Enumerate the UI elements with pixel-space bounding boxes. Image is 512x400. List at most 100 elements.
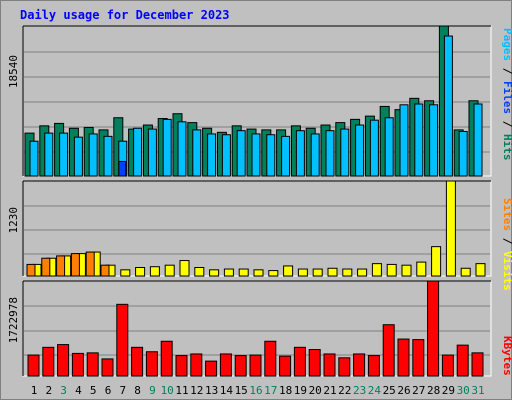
bar-files [310,133,320,177]
bar-files [369,119,379,177]
bar-files [103,135,113,177]
bar-kbytes [101,358,114,377]
bar-files [44,132,54,177]
bar-files [88,133,98,177]
bar-files [414,103,424,177]
bar-files [355,124,365,177]
bar-files [147,128,157,177]
bar-kbytes [205,360,218,377]
bar-files [59,132,69,177]
legend-separator: / [501,61,512,75]
bar-visits [445,180,456,277]
legend-visits-sites: Sites / Visits [501,198,512,291]
bar-kbytes [190,353,203,377]
bar-kbytes [367,355,380,377]
bar-visits [431,246,442,277]
bar-files [443,35,453,177]
bar-kbytes [382,324,395,377]
x-tick-label: 26 [397,384,410,397]
bar-visits [149,266,160,277]
legend-files: Files [501,74,512,114]
bar-files [473,103,483,177]
bar-sites [85,251,95,277]
bar-kbytes [412,339,425,377]
x-tick-label: 11 [175,384,188,397]
x-tick-label: 7 [119,384,126,397]
chart-title: Daily usage for December 2023 [20,8,230,22]
x-tick-label: 13 [205,384,218,397]
bar-kbytes [160,340,173,377]
legend-separator: / [501,231,512,245]
bar-files [340,128,350,177]
bar-kbytes [234,355,247,377]
bar-kbytes [27,354,40,377]
legend-kbytes: KBytes [501,336,512,376]
bar-visits [416,261,427,277]
x-tick-label: 27 [412,384,425,397]
bar-visits [135,267,146,277]
bar-files [221,134,231,177]
bar-sites [56,255,66,277]
bar-kbytes [293,346,306,377]
x-tick-label: 2 [45,384,52,397]
bar-kbytes [145,351,158,377]
bar-kbytes [116,303,129,377]
bar-kbytes [427,280,440,377]
bar-sites [41,257,51,277]
x-tick-label: 17 [264,384,277,397]
bar-visits [179,260,190,277]
x-tick-label: 21 [323,384,336,397]
x-tick-label: 28 [427,384,440,397]
bar-files [177,121,187,177]
bar-files [325,130,335,177]
y-axis-max-label: 1722978 [7,297,20,343]
bar-kbytes [71,352,84,377]
x-tick-label: 10 [161,384,174,397]
bar-files [458,131,468,177]
bar-visits [120,269,131,277]
bar-kbytes [264,340,277,377]
bar-visits [283,265,294,277]
bar-kbytes [441,354,454,377]
x-tick-label: 3 [60,384,67,397]
bar-kbytes [131,346,144,377]
legend-pages: Pages [501,28,512,61]
bar-kbytes [397,338,410,377]
bar-files [207,133,217,177]
bar-files [281,135,291,177]
bar-sites [70,253,80,277]
plot-area: 18540 Pages / Files / Hits 1230 Sites / Vis… [7,25,512,397]
panel-visits-sites [22,180,492,277]
x-tick-label: 24 [368,384,382,397]
bar-files [251,133,261,177]
x-tick-label: 23 [353,384,366,397]
x-tick-label: 8 [134,384,141,397]
y-axis-max-label: 18540 [7,55,20,88]
bar-visits [460,267,471,277]
bar-files [384,117,394,177]
x-tick-label: 12 [190,384,203,397]
x-tick-label: 4 [75,384,82,397]
bar-kbytes [175,355,188,377]
bar-files [162,118,172,177]
x-tick-label: 22 [338,384,351,397]
legend-hits: Hits [501,127,512,160]
bar-visits [327,267,338,277]
x-tick-label: 20 [309,384,322,397]
bar-kbytes [219,353,232,377]
legend-visits: Visits [501,244,512,290]
bar-visits [238,268,249,277]
bar-visits [268,270,279,277]
x-tick-label: 31 [471,384,484,397]
x-tick-label: 29 [442,384,455,397]
bar-visits [253,269,264,277]
bar-visits [371,263,382,277]
bar-visits [475,263,486,277]
bar-kbytes [308,349,321,377]
bar-visits [223,268,234,277]
bar-files [266,134,276,177]
y-axis-max-label: 1230 [7,207,20,234]
x-tick-label: 19 [294,384,307,397]
legend-pages-files-hits: Pages / Files / Hits [501,28,512,161]
